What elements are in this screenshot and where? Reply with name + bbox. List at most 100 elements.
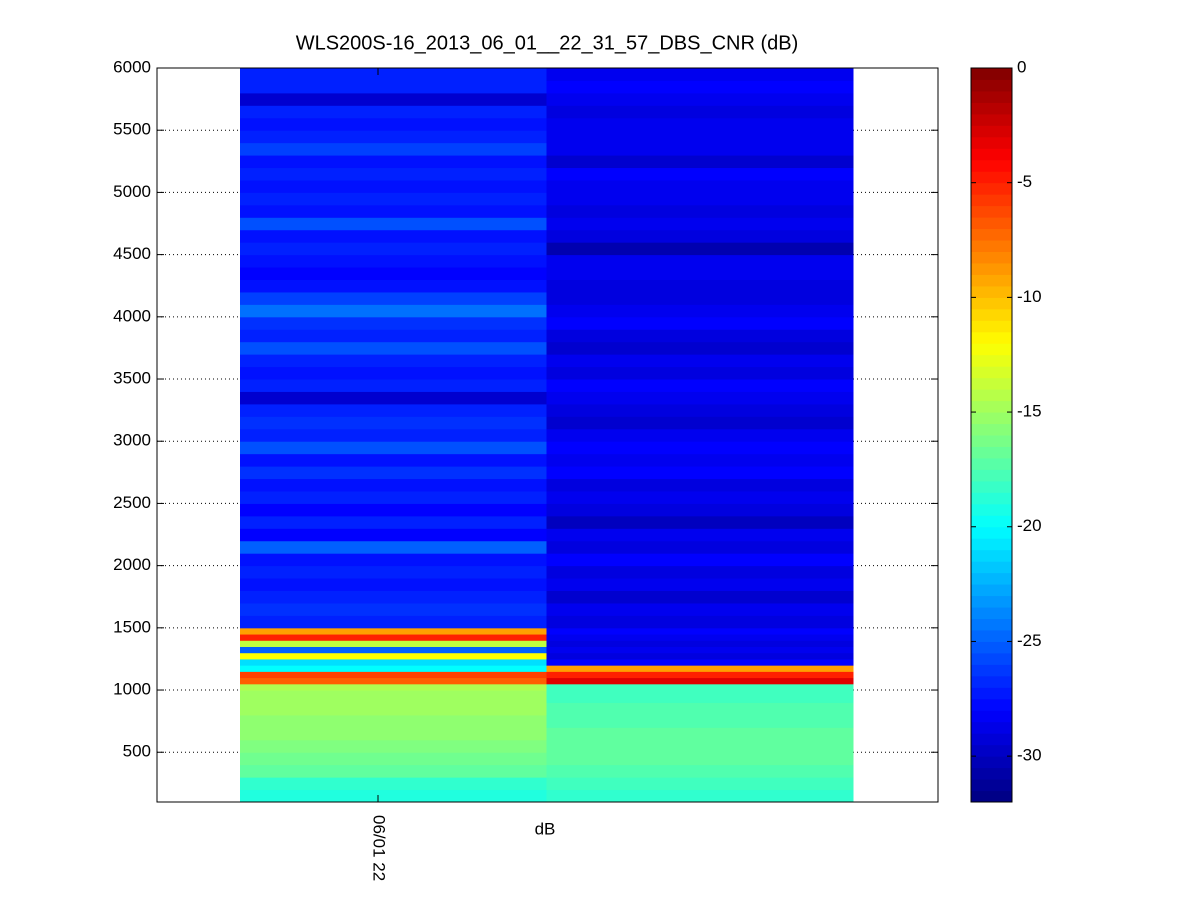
heat-cell	[546, 503, 854, 517]
colorbar-tick-label: -15	[1017, 402, 1042, 421]
heat-cell	[240, 354, 547, 368]
colorbar-swatch	[971, 721, 1012, 734]
heat-cell	[546, 155, 854, 169]
heat-cell	[240, 739, 547, 753]
heat-cell	[240, 80, 547, 94]
heat-cell	[240, 565, 547, 579]
heat-cell	[240, 683, 547, 691]
heat-cell	[240, 515, 547, 529]
heat-cell	[546, 752, 854, 766]
heat-cell	[240, 627, 547, 635]
heat-cell	[240, 634, 547, 641]
heat-cell	[240, 490, 547, 504]
colorbar-swatch	[971, 492, 1012, 505]
colorbar-swatch	[971, 435, 1012, 447]
colorbar-swatch	[971, 515, 1012, 528]
colorbar-swatch	[971, 744, 1012, 757]
colorbar-swatch	[971, 262, 1012, 275]
colorbar-swatch	[971, 607, 1012, 619]
heat-cell	[240, 192, 547, 206]
heat-cell	[546, 671, 854, 679]
heat-cell	[546, 354, 854, 368]
heat-cell	[546, 478, 854, 492]
heat-cell	[546, 777, 854, 791]
heat-cell	[240, 403, 547, 417]
heat-cell	[546, 578, 854, 592]
heat-cell	[240, 453, 547, 467]
heat-cell	[546, 615, 854, 629]
heat-cell	[240, 503, 547, 517]
heat-cell	[546, 167, 854, 181]
heat-cell	[546, 341, 854, 355]
colorbar-swatch	[971, 561, 1012, 574]
colorbar-swatch	[971, 400, 1012, 413]
colorbar-swatch	[971, 354, 1012, 367]
heat-cell	[546, 204, 854, 218]
colorbar-swatch	[971, 790, 1012, 803]
colorbar-swatch	[971, 446, 1012, 459]
heat-cell	[546, 789, 854, 803]
heat-cell	[240, 553, 547, 567]
heat-cell	[546, 590, 854, 604]
colorbar-swatch	[971, 526, 1012, 539]
heat-cell	[546, 428, 854, 442]
heat-cell	[546, 105, 854, 119]
colorbar-swatch	[971, 469, 1012, 482]
heat-cell	[240, 702, 547, 716]
colorbar-swatch	[971, 503, 1012, 516]
heat-cell	[546, 565, 854, 579]
heat-cell	[240, 578, 547, 592]
heat-cell	[546, 68, 854, 81]
colorbar-swatch	[971, 331, 1012, 344]
heat-cell	[546, 416, 854, 430]
heat-cell	[546, 702, 854, 716]
colorbar-tick-label: -20	[1017, 516, 1042, 535]
heat-cell	[546, 329, 854, 343]
y-tick-label: 6000	[113, 57, 151, 76]
colorbar-swatch	[971, 68, 1012, 80]
chart-title: WLS200S-16_2013_06_01__22_31_57_DBS_CNR …	[296, 32, 799, 54]
y-tick-label: 3500	[113, 369, 151, 388]
heat-cell	[546, 540, 854, 554]
colorbar-swatch	[971, 102, 1012, 115]
y-tick-label: 4500	[113, 244, 151, 263]
x-tick-label: 06/01 22	[370, 815, 389, 881]
heat-cell	[546, 690, 854, 703]
heat-cell	[546, 553, 854, 567]
heat-cell	[546, 80, 854, 94]
colorbar-swatch	[971, 733, 1012, 746]
heat-cell	[240, 615, 547, 629]
colorbar-swatch	[971, 412, 1012, 425]
heat-cell	[240, 590, 547, 604]
colorbar-frame	[970, 67, 1013, 803]
colorbar-swatch	[971, 595, 1012, 608]
heat-cell	[240, 478, 547, 492]
heat-cell	[240, 229, 547, 243]
heat-cell	[546, 379, 854, 392]
colorbar-swatch	[971, 182, 1012, 195]
colorbar-swatch	[971, 698, 1012, 711]
heat-cell	[546, 602, 854, 616]
colorbar-swatch	[971, 251, 1012, 264]
heat-cell	[546, 727, 854, 741]
colorbar-swatch	[971, 320, 1012, 333]
y-tick-label: 1500	[113, 617, 151, 636]
heat-cell	[240, 671, 547, 679]
heat-cell	[546, 528, 854, 542]
colorbar-tick-label: 0	[1017, 57, 1026, 76]
colorbar-swatch	[971, 79, 1012, 92]
colorbar-swatch	[971, 366, 1012, 379]
heat-cell	[240, 142, 547, 156]
y-tick-label: 3000	[113, 431, 151, 450]
heat-cell	[240, 179, 547, 193]
heat-cell	[240, 167, 547, 181]
colorbar-swatch	[971, 113, 1012, 126]
heat-cell	[240, 441, 547, 455]
colorbar-swatch	[971, 205, 1012, 218]
colorbar-swatch	[971, 171, 1012, 184]
x-axis-label: dB	[535, 819, 556, 838]
heat-cell	[240, 428, 547, 442]
y-tick-label: 2500	[113, 493, 151, 512]
